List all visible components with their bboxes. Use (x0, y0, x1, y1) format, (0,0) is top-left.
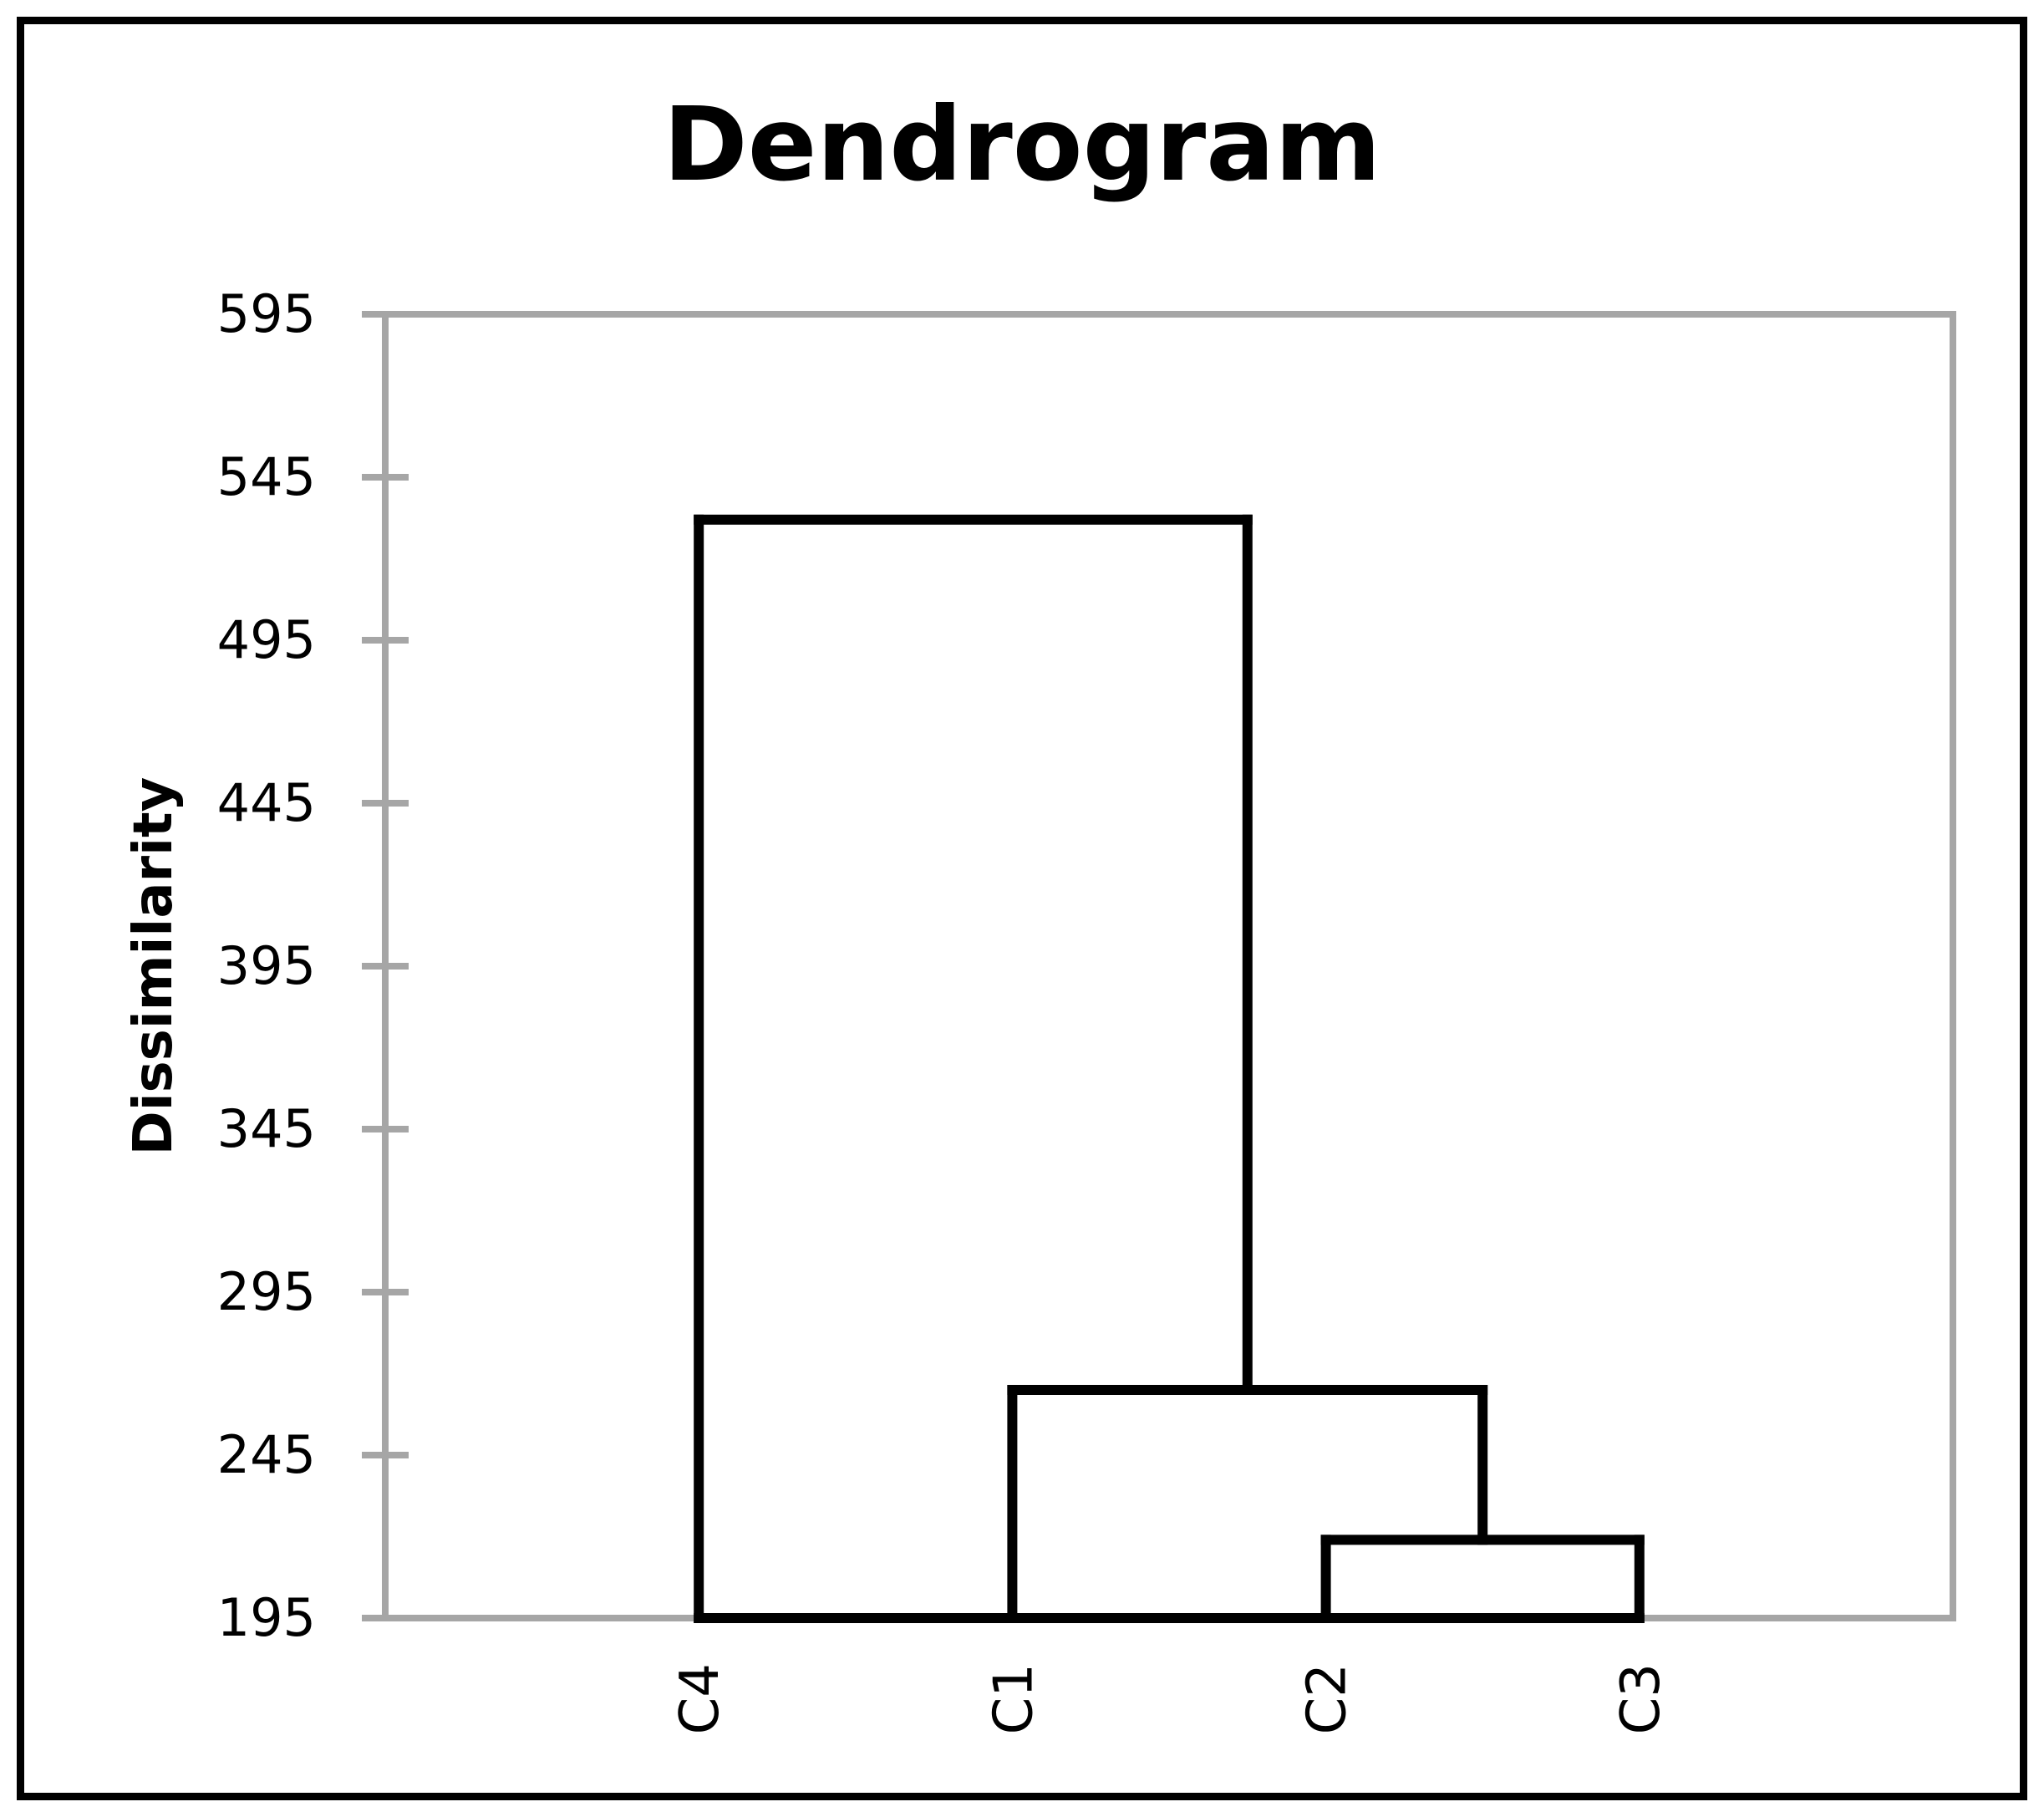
leaf-label: C3 (1610, 1663, 1672, 1734)
leaf-label: C4 (669, 1663, 731, 1734)
leaf-label: C2 (1297, 1663, 1359, 1734)
y-tick-label: 195 (217, 1587, 316, 1648)
y-tick-label: 595 (217, 283, 316, 344)
figure-border (17, 17, 2027, 1800)
y-tick-label: 295 (217, 1261, 316, 1322)
y-tick-label: 495 (217, 609, 316, 670)
leaf-label: C1 (983, 1663, 1045, 1734)
y-tick-label: 245 (217, 1424, 316, 1485)
plot-border (382, 311, 1956, 1621)
y-tick-label: 395 (217, 935, 316, 996)
y-tick-label: 445 (217, 772, 316, 833)
y-tick-label: 345 (217, 1098, 316, 1159)
chart-title: Dendrogram (663, 85, 1381, 204)
y-tick-label: 545 (217, 446, 316, 507)
